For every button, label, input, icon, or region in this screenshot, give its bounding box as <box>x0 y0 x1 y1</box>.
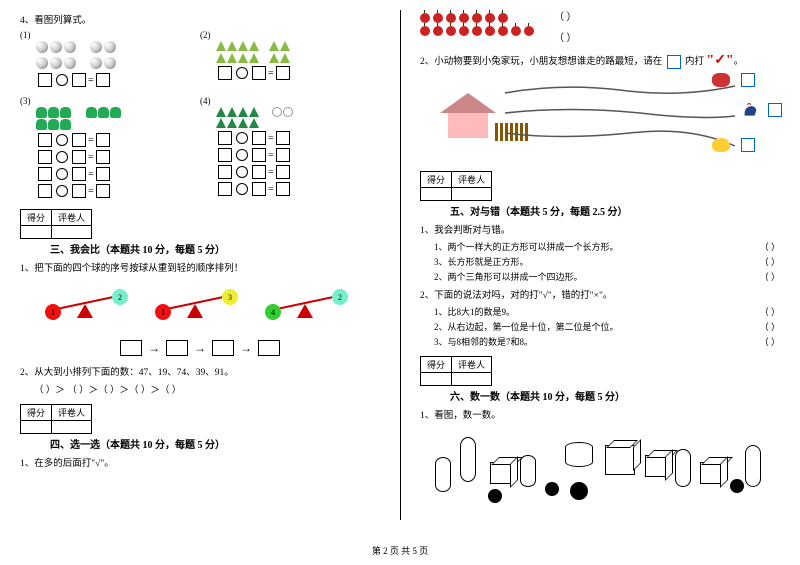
s4-q2: 2、小动物要到小兔家玩，小朋友想想谁走的路最短，请在 内打 "✓"。 <box>420 52 780 69</box>
duck-icon <box>712 138 730 152</box>
equation-row[interactable]: = <box>36 133 180 147</box>
q4-label-2: (2) <box>200 30 211 40</box>
answer-checkbox[interactable] <box>741 73 755 87</box>
q4-label-3: (3) <box>20 96 31 106</box>
score-table: 得分评卷人 <box>420 356 492 386</box>
arrow-sequence[interactable]: →→→ <box>20 340 380 356</box>
seesaw-diagram: 1 2 1 3 4 2 <box>20 282 380 332</box>
equation-row[interactable]: = <box>36 167 180 181</box>
equation-row[interactable]: = <box>216 66 360 80</box>
s5-q1: 1、我会判断对与错。 <box>420 222 780 236</box>
s5-q2-item: 3、与8相邻的数是7和8。（ ） <box>434 335 780 348</box>
section3-title: 三、我会比（本题共 10 分，每题 5 分） <box>50 241 225 256</box>
s3-q2: 2、从大到小排列下面的数：47、19、74、39、91。 <box>20 364 380 378</box>
equation-row[interactable]: = <box>36 150 180 164</box>
equation-row[interactable]: = <box>216 131 360 145</box>
score-table: 得分评卷人 <box>420 171 492 201</box>
path-diagram <box>420 73 780 163</box>
s5-q2-item: 2、从右边起，第一位是十位，第二位是个位。（ ） <box>434 320 780 333</box>
section5-title: 五、对与错（本题共 5 分，每题 2.5 分） <box>450 203 628 218</box>
answer-paren[interactable]: （ ） <box>554 8 577 23</box>
score-table: 得分评卷人 <box>20 209 92 239</box>
s4-q1: 1、在多的后面打"√"。 <box>20 455 380 469</box>
answer-paren[interactable]: （ ） <box>554 29 577 44</box>
answer-checkbox[interactable] <box>741 138 755 152</box>
q4-title: 4、看图列算式。 <box>20 12 380 26</box>
house-icon <box>440 93 495 138</box>
s3-q2-ans[interactable]: （ ）＞ （ ）＞（ ）＞（ ）＞（ ） <box>34 382 380 396</box>
equation-row[interactable]: = <box>216 148 360 162</box>
equation-row[interactable]: = <box>36 73 180 87</box>
q4-label-4: (4) <box>200 96 211 106</box>
checkmark-icon: "✓" <box>706 53 733 68</box>
s5-q1-item: 1、两个一样大的正方形可以拼成一个长方形。（ ） <box>434 240 780 253</box>
page-footer: 第 2 页 共 5 页 <box>0 544 800 557</box>
q4-row2: (3) = = = = (4) <box>20 96 380 201</box>
s5-q1-item: 3、长方形就是正方形。（ ） <box>434 255 780 268</box>
score-table: 得分评卷人 <box>20 404 92 434</box>
s3-q1: 1、把下面的四个球的序号按球从重到轻的顺序排列！ <box>20 260 380 274</box>
s5-q1-item: 2、两个三角形可以拼成一个四边形。（ ） <box>434 270 780 283</box>
section4-title: 四、选一选（本题共 10 分，每题 5 分） <box>50 436 225 451</box>
section6-title: 六、数一数（本题共 10 分，每题 5 分） <box>450 388 625 403</box>
equation-row[interactable]: = <box>36 184 180 198</box>
q4-label-1: (1) <box>20 30 31 40</box>
s5-q2: 2、下面的说法对吗，对的打"√"，错的打"×"。 <box>420 287 780 301</box>
rooster-icon <box>742 103 760 117</box>
q4-row1: (1) = (2) <box>20 30 380 90</box>
equation-row[interactable]: = <box>216 165 360 179</box>
apple-comparison: （ ） （ ） <box>420 8 780 44</box>
answer-checkbox[interactable] <box>768 103 782 117</box>
s5-q2-item: 1、比8大1的数是9。（ ） <box>434 305 780 318</box>
equation-row[interactable]: = <box>216 182 360 196</box>
squirrel-icon <box>712 73 730 87</box>
s6-q1: 1、看图，数一数。 <box>420 407 780 421</box>
shapes-diagram <box>420 427 780 512</box>
